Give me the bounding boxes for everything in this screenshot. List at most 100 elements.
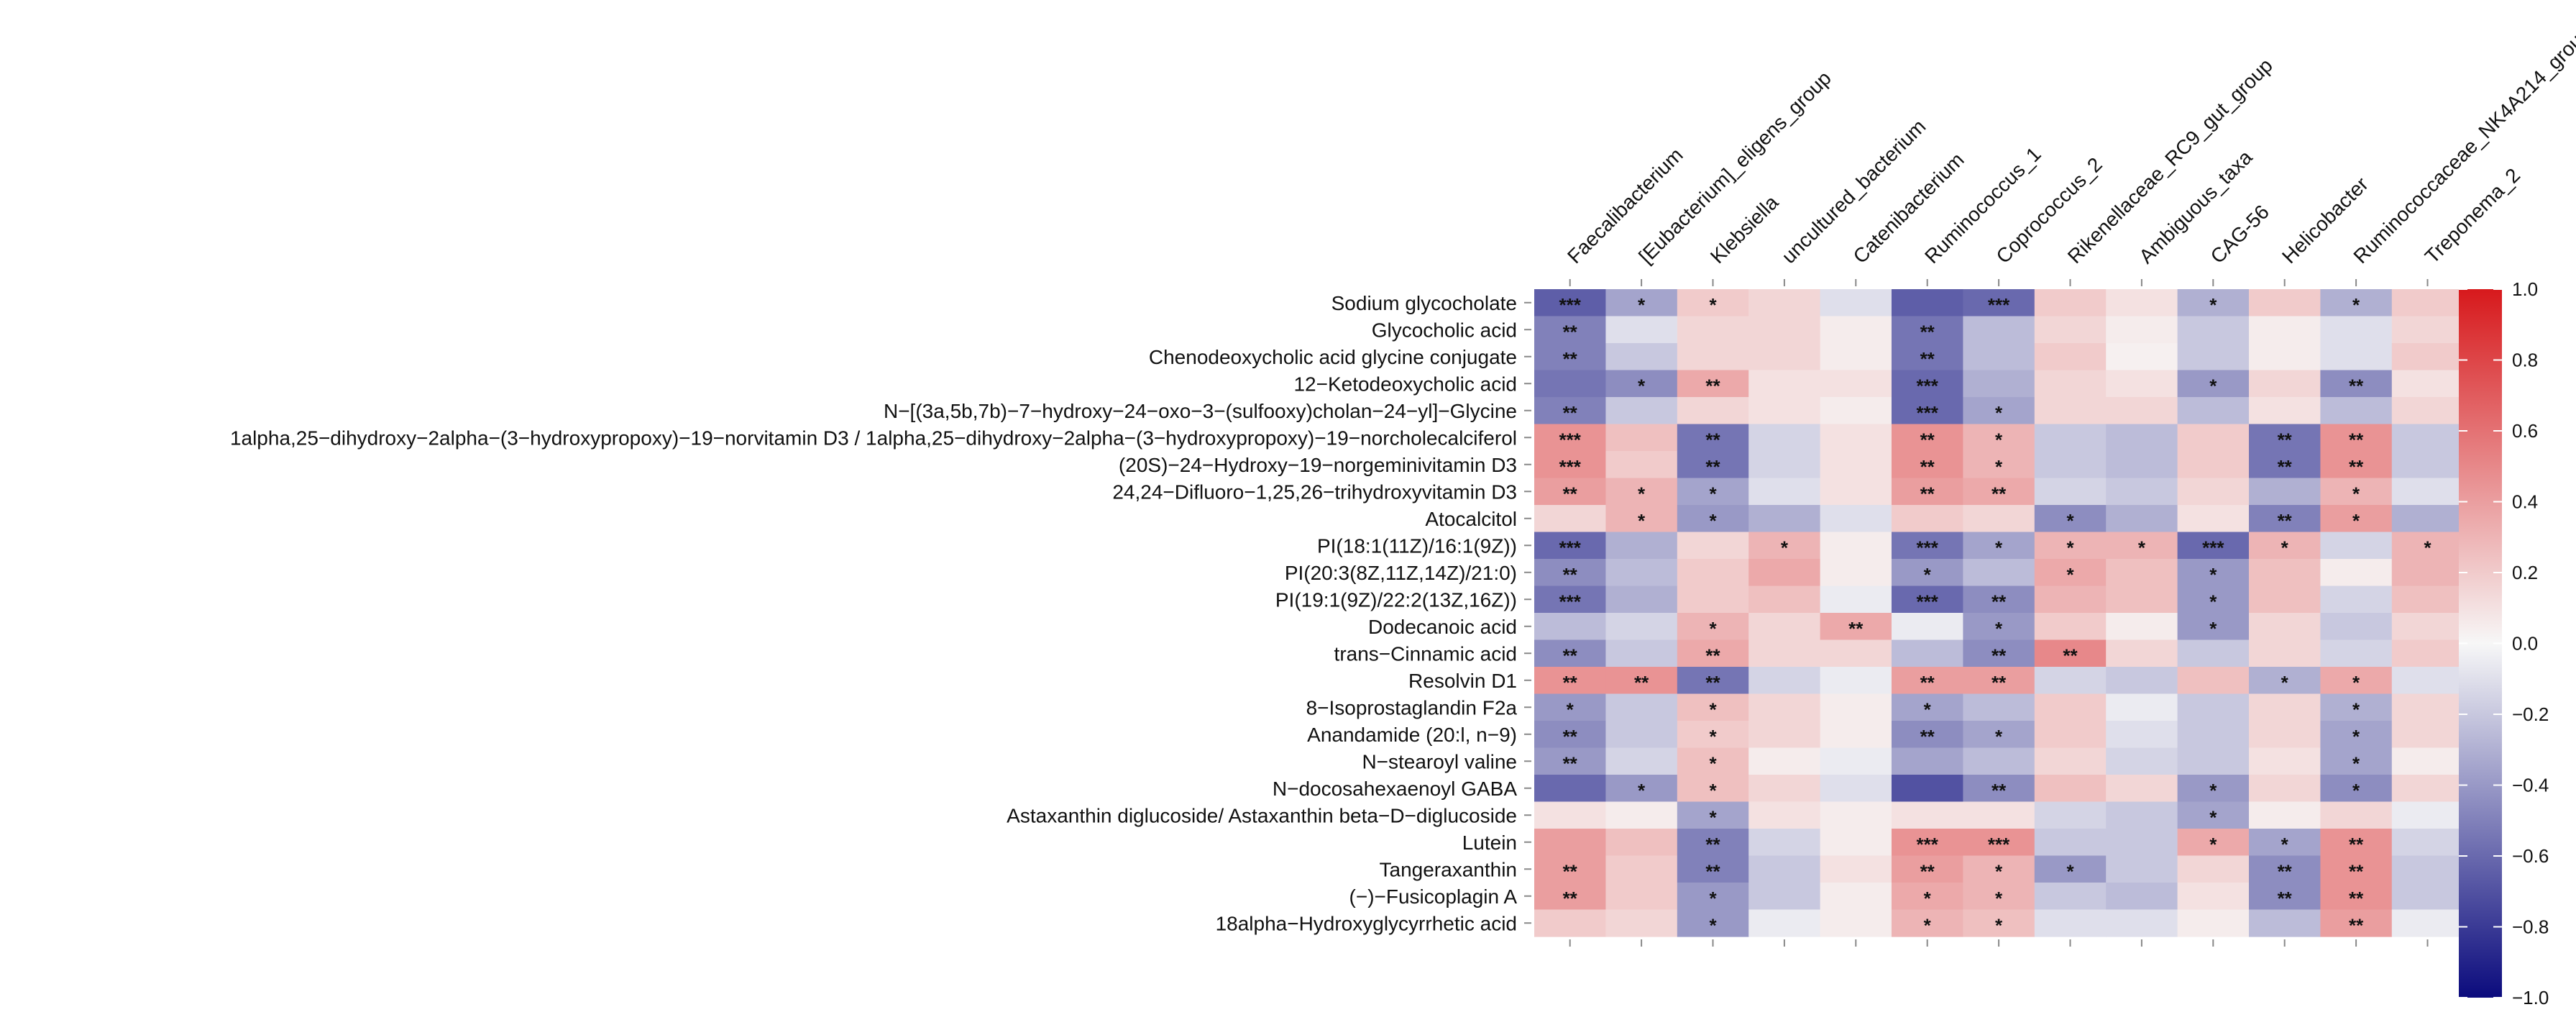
heatmap-cell [2320,424,2393,452]
heatmap-cell [1748,721,1821,749]
heatmap-cell [1963,883,2035,911]
heatmap-cell [2106,667,2178,695]
heatmap-cell [1677,424,1749,452]
heatmap-cell [1534,721,1606,749]
heatmap-cell [2320,613,2393,641]
row-label: PI(20:3(8Z,11Z,14Z)/21:0) [1285,562,1517,584]
heatmap-cell [1748,747,1821,775]
heatmap-cell [2106,532,2178,560]
heatmap-cell [2249,775,2321,803]
heatmap-cell [1605,667,1678,695]
heatmap-cell [2106,397,2178,425]
heatmap-cell [1892,829,1963,857]
heatmap-cell [2391,613,2464,641]
significance-mark: * [1709,780,1717,801]
heatmap-cell [2106,343,2178,371]
significance-mark: * [1924,888,1932,909]
heatmap-cell [1963,478,2035,506]
significance-mark: * [1709,806,1717,828]
heatmap-cell [1963,532,2035,560]
significance-mark: * [2352,510,2360,532]
significance-mark: *** [1917,375,1939,396]
heatmap-cell [2320,559,2393,587]
heatmap-cell [1820,775,1892,803]
heatmap-cell [1677,532,1749,560]
heatmap-cell [2249,909,2321,937]
heatmap-cell [1963,909,2035,937]
heatmap-cell [1892,586,1963,614]
significance-mark: * [2281,672,2289,693]
heatmap-cell [1534,855,1606,883]
significance-mark: ** [1705,644,1720,666]
heatmap-cell [2034,667,2107,695]
heatmap-cell [1677,829,1749,857]
heatmap-cell [1605,639,1678,668]
significance-mark: ** [1563,321,1578,342]
column-label: Klebsiella [1706,191,1783,268]
heatmap-cell [1820,693,1892,721]
heatmap-cell [2391,639,2464,668]
significance-mark: * [1638,510,1646,532]
significance-mark: * [1709,618,1717,639]
heatmap-cell [2391,343,2464,371]
significance-mark: ** [1563,402,1578,424]
significance-mark: ** [1563,752,1578,774]
significance-mark: * [2281,537,2289,558]
heatmap-cell [2320,586,2393,614]
heatmap-cell [1892,343,1963,371]
heatmap-cell [1534,343,1606,371]
heatmap-cell [1963,693,2035,721]
heatmap-cell [1534,909,1606,937]
heatmap-cell [1963,667,2035,695]
heatmap-cell [1677,370,1749,398]
heatmap-cell [2391,747,2464,775]
heatmap-cell [2249,855,2321,883]
heatmap-cell [2177,316,2250,344]
heatmap-cell [1677,667,1749,695]
row-label: 12−Ketodeoxycholic acid [1293,373,1517,395]
heatmap-cell [1820,829,1892,857]
heatmap-cell [2320,532,2393,560]
heatmap-cell [2249,451,2321,479]
heatmap-cell [1605,855,1678,883]
significance-mark: ** [1991,644,2007,666]
heatmap-cell [1892,883,1963,911]
significance-mark: ** [1563,483,1578,504]
heatmap-cell [1605,532,1678,560]
heatmap-cell [1820,316,1892,344]
heatmap-cell [1748,424,1821,452]
heatmap-cell [1892,451,1963,479]
significance-mark: ** [1920,672,1935,693]
significance-mark: ** [1705,672,1720,693]
heatmap-cell [2177,721,2250,749]
significance-mark: *** [2202,537,2224,558]
heatmap-cell [2177,397,2250,425]
significance-mark: * [1638,375,1646,396]
heatmap-cell [2106,289,2178,317]
significance-mark: ** [1705,375,1720,396]
heatmap-cell [1748,397,1821,425]
heatmap-cell [1748,343,1821,371]
row-label: Astaxanthin diglucoside/ Astaxanthin bet… [1007,804,1517,826]
heatmap-cell [1677,316,1749,344]
heatmap-cell [2177,775,2250,803]
heatmap-cell [2106,424,2178,452]
heatmap-cell [1963,613,2035,641]
heatmap-cell [2034,639,2107,668]
heatmap-cell [2106,909,2178,937]
colorbar-tick-label: −0.8 [2512,916,2549,938]
row-label: Glycocholic acid [1372,319,1517,341]
heatmap-cell [2034,559,2107,587]
heatmap-cell [2106,775,2178,803]
heatmap-cell [2391,775,2464,803]
significance-mark: *** [1917,591,1939,612]
heatmap-cell [1820,721,1892,749]
significance-mark: ** [1705,429,1720,450]
heatmap-cell [1748,883,1821,911]
heatmap-cell [1748,855,1821,883]
heatmap-cell [1820,883,1892,911]
heatmap-cell [1892,909,1963,937]
heatmap-cell [2106,505,2178,533]
heatmap-cell [1677,909,1749,937]
heatmap-cell [1605,505,1678,533]
